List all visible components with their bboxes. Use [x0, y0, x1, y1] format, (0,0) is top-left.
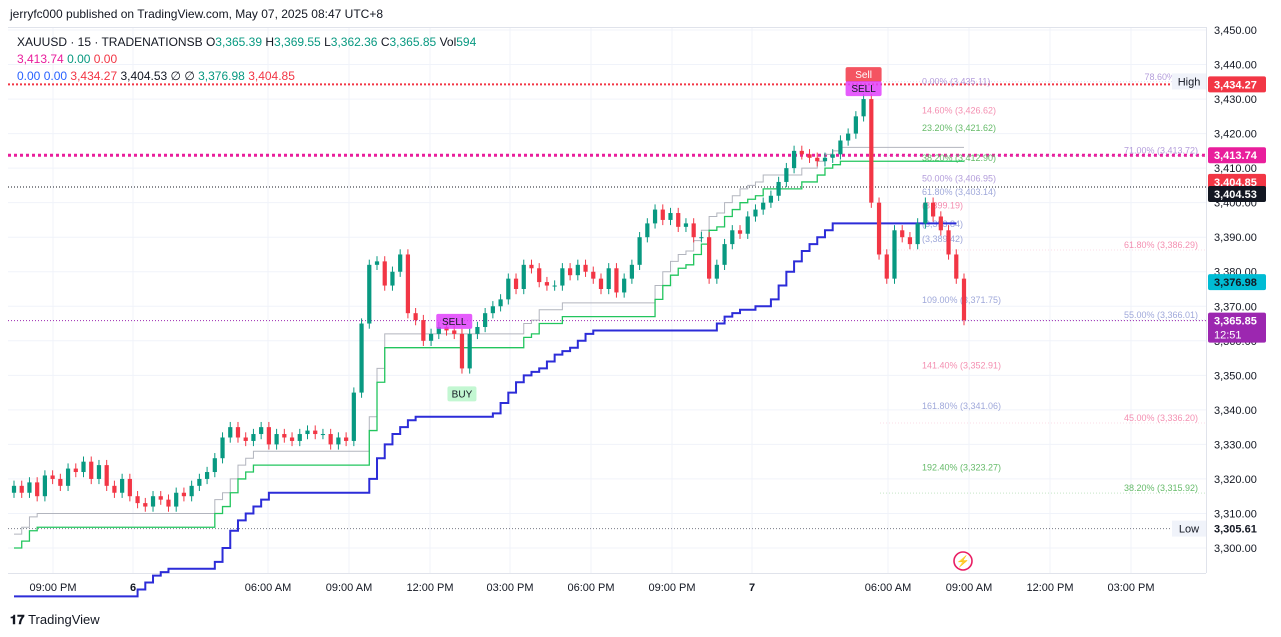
legend-ind1-value: 3,413.74	[17, 52, 64, 66]
legend-ind2-value: 3,404.53	[120, 69, 168, 83]
legend-open: 3,365.39	[215, 35, 262, 49]
legend-o-label: O	[205, 35, 216, 49]
legend-symbol[interactable]: XAUUSD · 15 · TRADENATIONSB	[17, 35, 203, 49]
tradingview-logo[interactable]: 𝟏𝟕 TradingView	[10, 612, 100, 628]
legend-ind2-value: 0.00	[17, 69, 41, 83]
legend-indicator-row-1[interactable]: 3,413.74 0.00 0.00	[17, 51, 476, 68]
legend-ind2-value: 0.00	[43, 69, 68, 83]
tradingview-brand: TradingView	[28, 612, 100, 627]
legend-ind2-value: 3,404.85	[248, 69, 295, 83]
legend-indicator-row-2[interactable]: 0.00 0.00 3,434.27 3,404.53 ∅ ∅ 3,376.98…	[17, 68, 476, 85]
legend-ind2-value: ∅	[170, 69, 181, 83]
legend-close: 3,365.85	[389, 35, 437, 49]
chart-legend: XAUUSD · 15 · TRADENATIONSB O3,365.39 H3…	[17, 34, 476, 85]
legend-ind1-value: 0.00	[67, 52, 91, 66]
legend-ohlc-row: XAUUSD · 15 · TRADENATIONSB O3,365.39 H3…	[17, 34, 476, 51]
legend-ind2-value: 3,376.98	[198, 69, 245, 83]
time-axis[interactable]	[8, 573, 1206, 599]
publisher-line: jerryfc000 published on TradingView.com,…	[10, 7, 383, 21]
legend-h-label: H	[265, 35, 275, 49]
chart-pane[interactable]	[8, 27, 1206, 574]
legend-ind2-value: ∅	[184, 69, 195, 83]
legend-ind2-value: 3,434.27	[70, 69, 118, 83]
tradingview-logo-icon: 𝟏𝟕	[10, 612, 25, 627]
price-axis[interactable]	[1206, 27, 1281, 573]
legend-l-label: L	[324, 35, 331, 49]
legend-high: 3,369.55	[274, 35, 321, 49]
legend-c-label: C	[380, 35, 390, 49]
legend-volume: 594	[456, 35, 477, 49]
legend-vol-label: Vol	[439, 35, 457, 49]
legend-ind1-value: 0.00	[93, 52, 118, 66]
legend-low: 3,362.36	[330, 35, 378, 49]
